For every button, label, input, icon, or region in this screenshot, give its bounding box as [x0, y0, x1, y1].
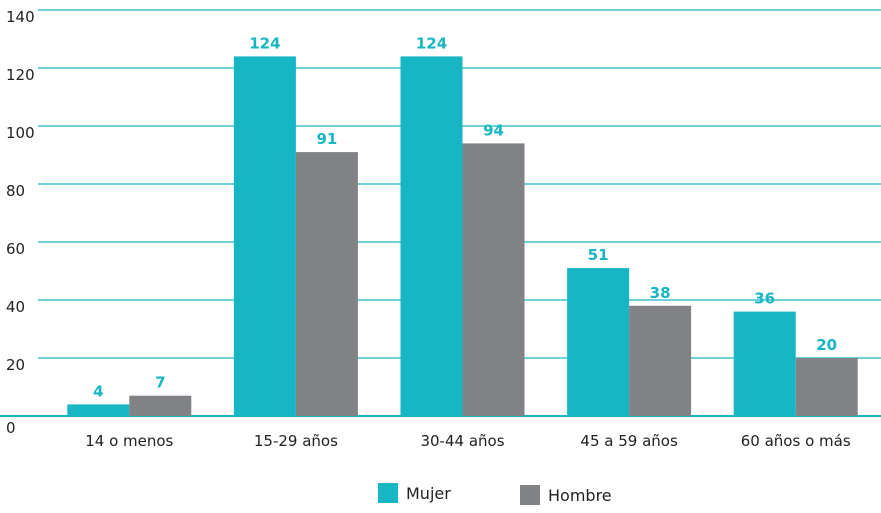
y-tick-label: 100	[6, 124, 35, 142]
bar-mujer-4	[733, 311, 796, 416]
bar-mujer-1	[233, 56, 296, 417]
y-tick-label: 120	[6, 66, 35, 84]
x-category-label: 45 a 59 años	[580, 432, 678, 450]
data-label: 38	[650, 284, 671, 302]
data-label: 94	[483, 121, 504, 139]
legend-swatch-mujer	[378, 483, 398, 503]
y-axis-ticks: 0 20 40 60 80 100 120 140	[6, 8, 35, 437]
bar-hombre-3	[629, 305, 692, 416]
x-axis-categories: 14 o menos 15-29 años 30-44 años 45 a 59 añ…	[85, 432, 851, 450]
data-label: 20	[816, 336, 837, 354]
x-category-label: 14 o menos	[85, 432, 173, 450]
data-label: 4	[93, 382, 103, 400]
x-category-label: 30-44 años	[420, 432, 504, 450]
x-category-label: 60 años o más	[741, 432, 851, 450]
data-label: 124	[249, 34, 280, 52]
bars	[67, 56, 858, 417]
bar-hombre-2	[462, 143, 525, 416]
y-tick-label: 40	[6, 298, 25, 316]
bar-mujer-2	[400, 56, 463, 417]
data-label: 51	[588, 246, 609, 264]
bar-mujer-3	[567, 268, 630, 416]
data-label: 7	[155, 374, 165, 392]
data-labels: 4 7 124 91 124 94 51 38 36 20	[93, 34, 837, 400]
y-tick-label: 20	[6, 356, 25, 374]
data-label: 36	[754, 290, 775, 308]
legend-item-hombre: Hombre	[520, 485, 612, 505]
y-tick-label: 0	[6, 419, 16, 437]
legend-label-hombre: Hombre	[548, 485, 612, 505]
x-category-label: 15-29 años	[254, 432, 338, 450]
data-label: 124	[416, 34, 447, 52]
data-label: 91	[316, 130, 337, 148]
bar-mujer-0	[67, 404, 130, 416]
y-tick-label: 60	[6, 240, 25, 258]
bar-hombre-0	[129, 395, 192, 416]
legend-item-mujer: Mujer	[378, 483, 451, 503]
bar-hombre-4	[795, 358, 858, 416]
bar-hombre-1	[295, 152, 358, 416]
y-tick-label: 140	[6, 8, 35, 26]
legend-swatch-hombre	[520, 485, 540, 505]
y-tick-label: 80	[6, 182, 25, 200]
legend-label-mujer: Mujer	[406, 483, 451, 503]
